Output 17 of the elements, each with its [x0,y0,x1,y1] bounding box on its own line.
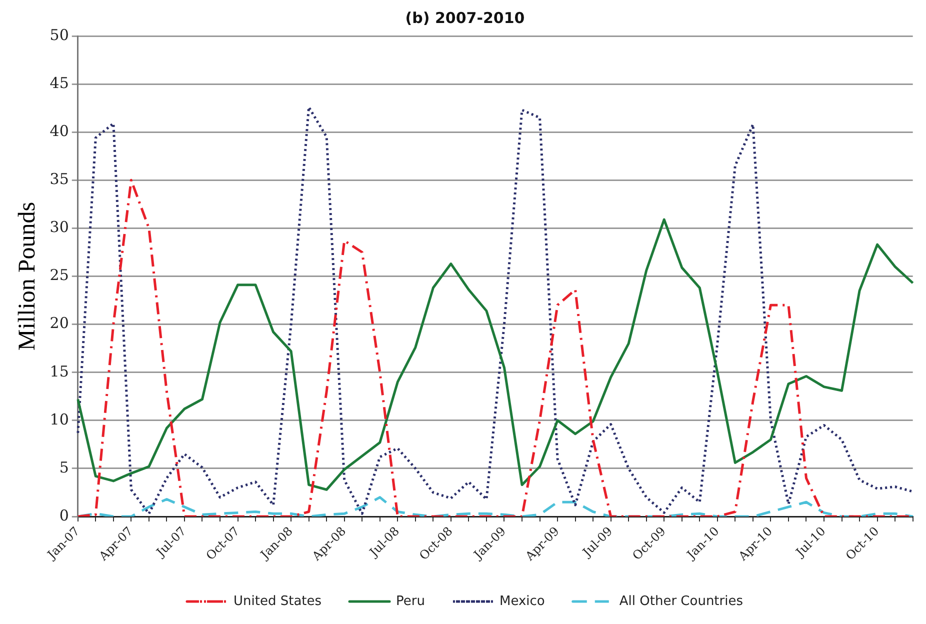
y-tick-label: 20 [50,314,69,332]
y-axis-title: Million Pounds [14,202,41,351]
legend-label: Mexico [499,594,545,609]
y-tick-label: 45 [50,74,69,92]
legend-label: All Other Countries [619,594,744,609]
y-tick-label: 25 [50,266,69,284]
legend-label: Peru [396,594,425,609]
y-tick-label: 30 [50,218,69,236]
y-tick-label: 0 [59,506,69,524]
chart-title: (b) 2007-2010 [405,8,525,27]
y-tick-label: 10 [50,410,69,428]
legend-label: United States [233,594,322,609]
y-tick-label: 15 [50,362,69,380]
y-tick-label: 5 [59,458,69,476]
y-tick-label: 35 [50,170,69,188]
y-tick-label: 40 [50,122,69,140]
y-tick-label: 50 [50,26,69,44]
